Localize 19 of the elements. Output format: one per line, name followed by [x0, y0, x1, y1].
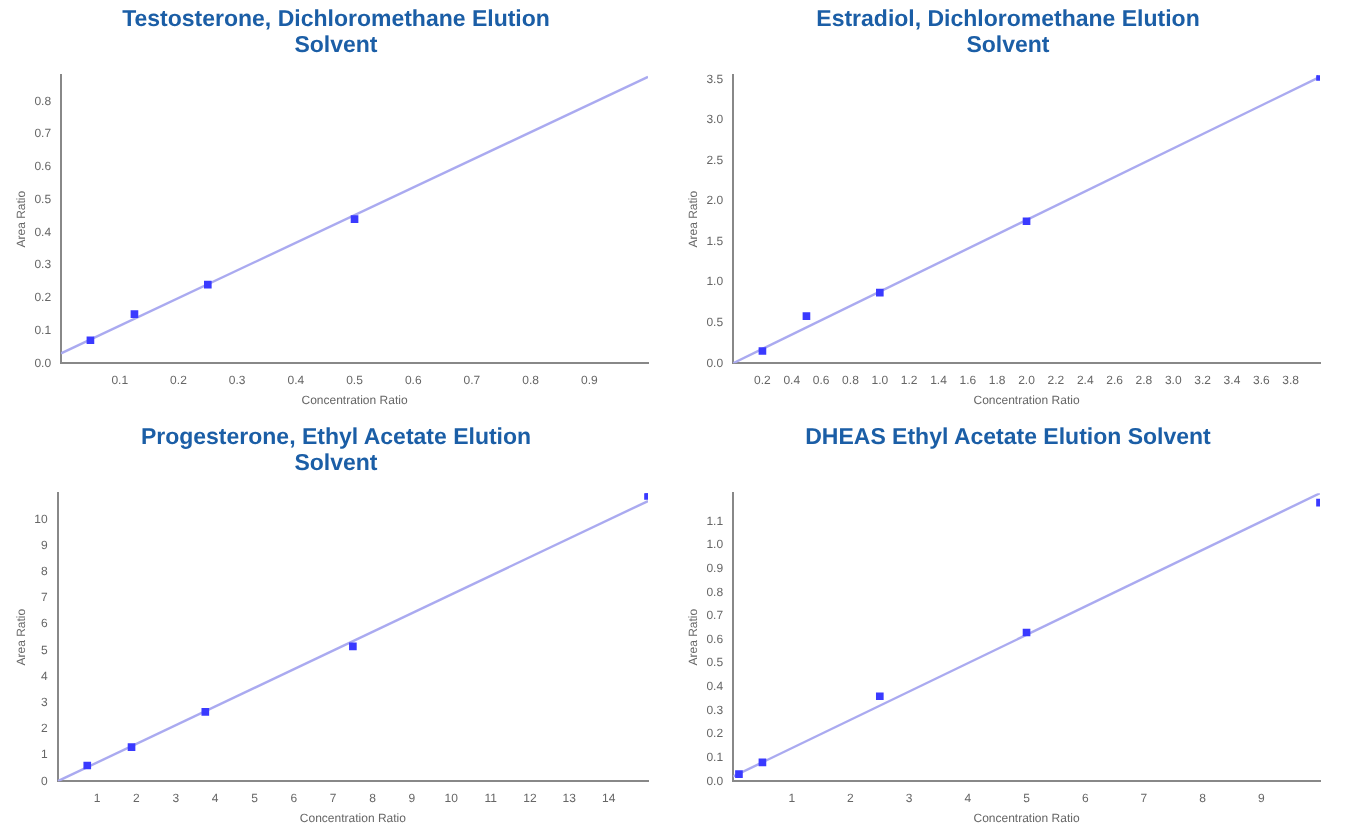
- point: [127, 743, 136, 751]
- point: [201, 707, 210, 716]
- point: [349, 642, 357, 651]
- chart-title: Estradiol, Dichloromethane Elution Solvent: [814, 8, 1202, 62]
- point: [1022, 217, 1031, 226]
- point: [758, 758, 767, 767]
- point: [875, 692, 884, 701]
- point: [350, 215, 359, 224]
- point: [802, 312, 811, 320]
- point: [203, 280, 212, 289]
- chart-title: Testosterone, Dichloromethane Elution Solvent: [121, 8, 551, 62]
- chart-title: DHEAS Ethyl Acetate Elution Solvent: [803, 426, 1213, 454]
- point: [130, 310, 139, 318]
- point: [875, 288, 884, 297]
- point: [735, 770, 743, 778]
- point: [83, 761, 92, 770]
- point: [758, 347, 767, 355]
- chart-title: Progesterone, Ethyl Acetate Elution Solvent: [138, 426, 534, 480]
- point: [86, 336, 95, 345]
